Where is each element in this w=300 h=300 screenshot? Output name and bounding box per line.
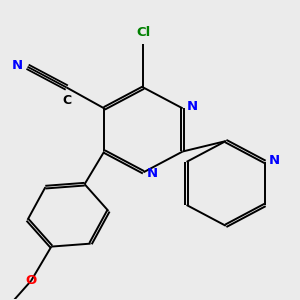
Text: N: N: [268, 154, 280, 167]
Text: Cl: Cl: [136, 26, 151, 39]
Text: N: N: [147, 167, 158, 180]
Text: N: N: [12, 59, 23, 72]
Text: N: N: [186, 100, 197, 113]
Text: C: C: [63, 94, 72, 107]
Text: O: O: [26, 274, 37, 287]
